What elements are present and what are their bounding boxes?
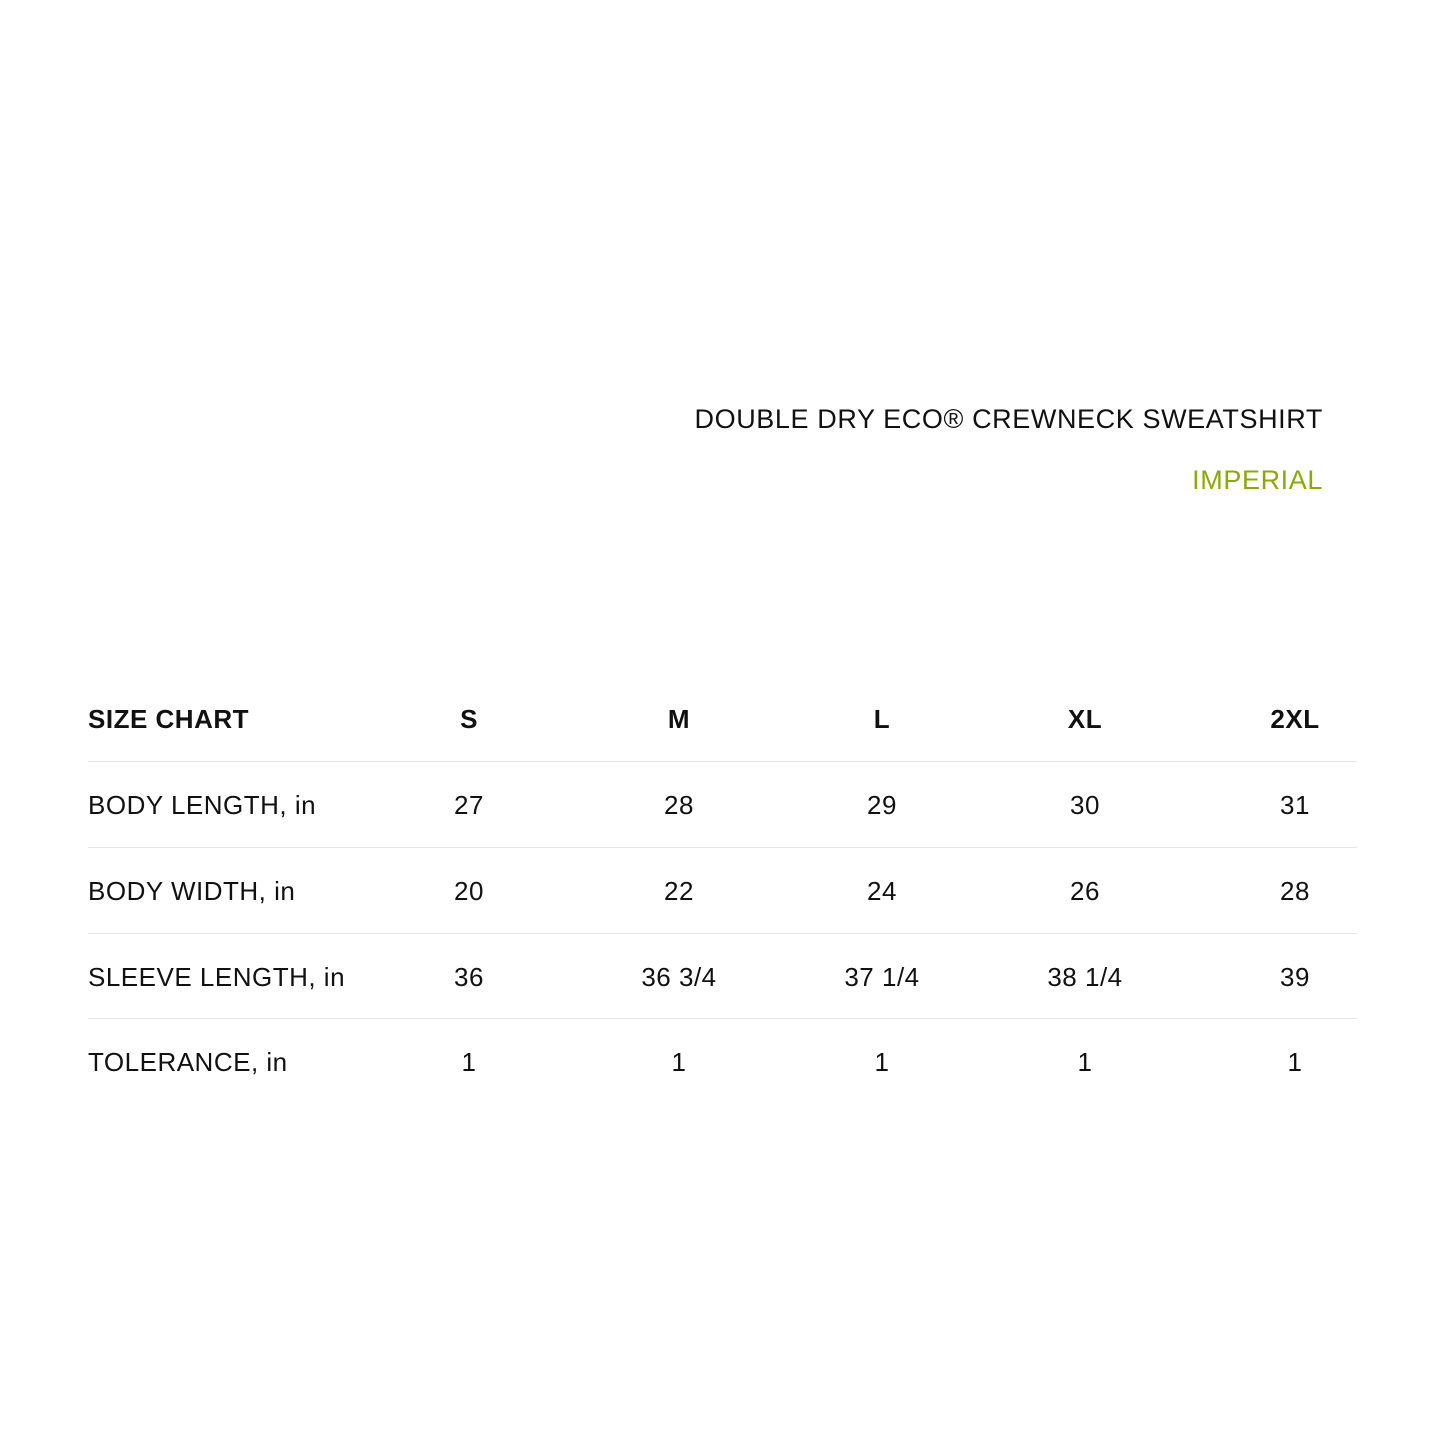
table-cell: 30 [1070,789,1100,820]
table-cell: 1 [1077,1046,1093,1077]
table-row: TOLERANCE, in 1 1 1 1 1 [88,1018,1357,1105]
row-label: BODY WIDTH, in [88,875,296,906]
table-cell: 37 1/4 [844,961,920,992]
table-cell: 28 [1280,875,1310,906]
table-cell: 27 [454,789,484,820]
table-cell: 39 [1280,961,1310,992]
table-cell: 1 [461,1046,477,1077]
row-label: BODY LENGTH, in [88,789,317,820]
table-cell: 36 [454,961,484,992]
product-title: DOUBLE DRY ECO® CREWNECK SWEATSHIRT [694,404,1323,434]
column-header: S [460,703,478,734]
table-cell: 29 [867,789,897,820]
column-header: L [873,703,891,734]
table-cell: 20 [454,875,484,906]
column-header: SIZE CHART [88,703,249,734]
row-label: TOLERANCE, in [88,1046,288,1077]
table-cell: 26 [1070,875,1100,906]
table-header-row: SIZE CHART S M L XL 2XL [88,676,1357,762]
table-row: BODY WIDTH, in 20 22 24 26 28 [88,847,1357,934]
table-cell: 28 [664,789,694,820]
table-cell: 1 [671,1046,687,1077]
table-cell: 38 1/4 [1047,961,1123,992]
row-label: SLEEVE LENGTH, in [88,961,346,992]
column-header: 2XL [1270,703,1320,734]
table-cell: 1 [1287,1046,1303,1077]
table-cell: 36 3/4 [641,961,717,992]
table-cell: 24 [867,875,897,906]
table-cell: 1 [874,1046,890,1077]
table-row: BODY LENGTH, in 27 28 29 30 31 [88,761,1357,848]
table-row: SLEEVE LENGTH, in 36 36 3/4 37 1/4 38 1/4 39 [88,933,1357,1020]
column-header: M [667,703,691,734]
column-header: XL [1067,703,1103,734]
table-cell: 22 [664,875,694,906]
unit-system-label: IMPERIAL [1192,465,1323,495]
table-cell: 31 [1280,789,1310,820]
